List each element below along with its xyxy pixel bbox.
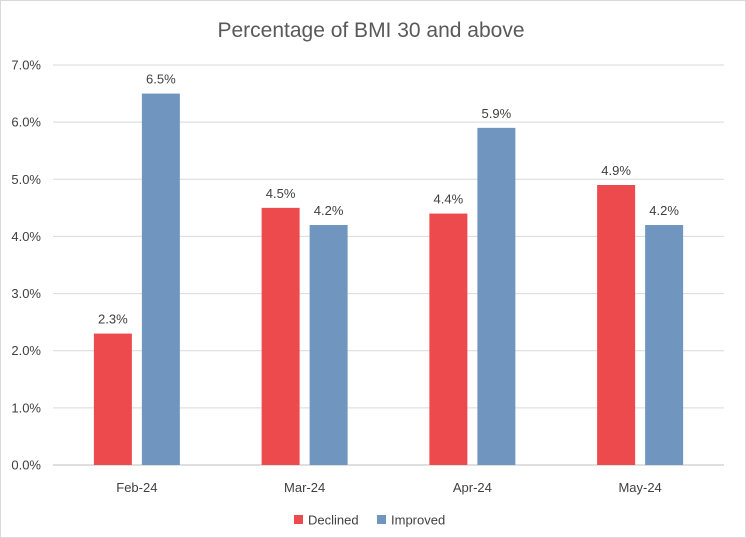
legend-swatch-improved[interactable] xyxy=(377,515,386,524)
y-tick-label: 1.0% xyxy=(11,400,41,415)
y-tick-label: 0.0% xyxy=(11,458,41,473)
bar-improved xyxy=(141,93,180,466)
data-label: 4.9% xyxy=(601,163,631,178)
data-label: 4.5% xyxy=(266,186,296,201)
x-tick-label: Feb-24 xyxy=(116,480,157,495)
bar-improved xyxy=(309,225,348,465)
legend-swatch-declined[interactable] xyxy=(294,515,303,524)
bars xyxy=(93,93,684,466)
y-tick-label: 2.0% xyxy=(11,343,41,358)
bar-declined xyxy=(429,213,468,465)
x-tick-label: May-24 xyxy=(618,480,661,495)
x-axis: Feb-24 Mar-24 Apr-24 May-24 xyxy=(116,480,662,495)
data-label: 4.4% xyxy=(434,192,464,207)
bar-declined xyxy=(597,185,636,465)
y-tick-label: 5.0% xyxy=(11,172,41,187)
data-label: 5.9% xyxy=(482,106,512,121)
chart-title: Percentage of BMI 30 and above xyxy=(217,19,524,42)
x-tick-label: Apr-24 xyxy=(453,480,492,495)
legend-label-declined[interactable]: Declined xyxy=(308,513,359,528)
legend[interactable]: Declined Improved xyxy=(294,513,445,528)
y-tick-label: 3.0% xyxy=(11,286,41,301)
data-labels: 2.3% 6.5% 4.5% 4.2% 4.4% 5.9% 4.9% 4.2% xyxy=(98,72,679,327)
y-tick-label: 4.0% xyxy=(11,229,41,244)
y-axis: 0.0% 1.0% 2.0% 3.0% 4.0% 5.0% 6.0% 7.0% xyxy=(11,58,41,473)
y-tick-label: 7.0% xyxy=(11,58,41,73)
bar-improved xyxy=(645,225,684,465)
y-tick-label: 6.0% xyxy=(11,115,41,130)
bar-improved xyxy=(477,127,516,465)
x-tick-label: Mar-24 xyxy=(284,480,325,495)
legend-label-improved[interactable]: Improved xyxy=(391,513,445,528)
data-label: 2.3% xyxy=(98,312,128,327)
bar-declined xyxy=(261,207,300,465)
data-label: 4.2% xyxy=(649,203,679,218)
data-label: 4.2% xyxy=(314,203,344,218)
data-label: 6.5% xyxy=(146,72,176,87)
bar-declined xyxy=(93,333,132,465)
